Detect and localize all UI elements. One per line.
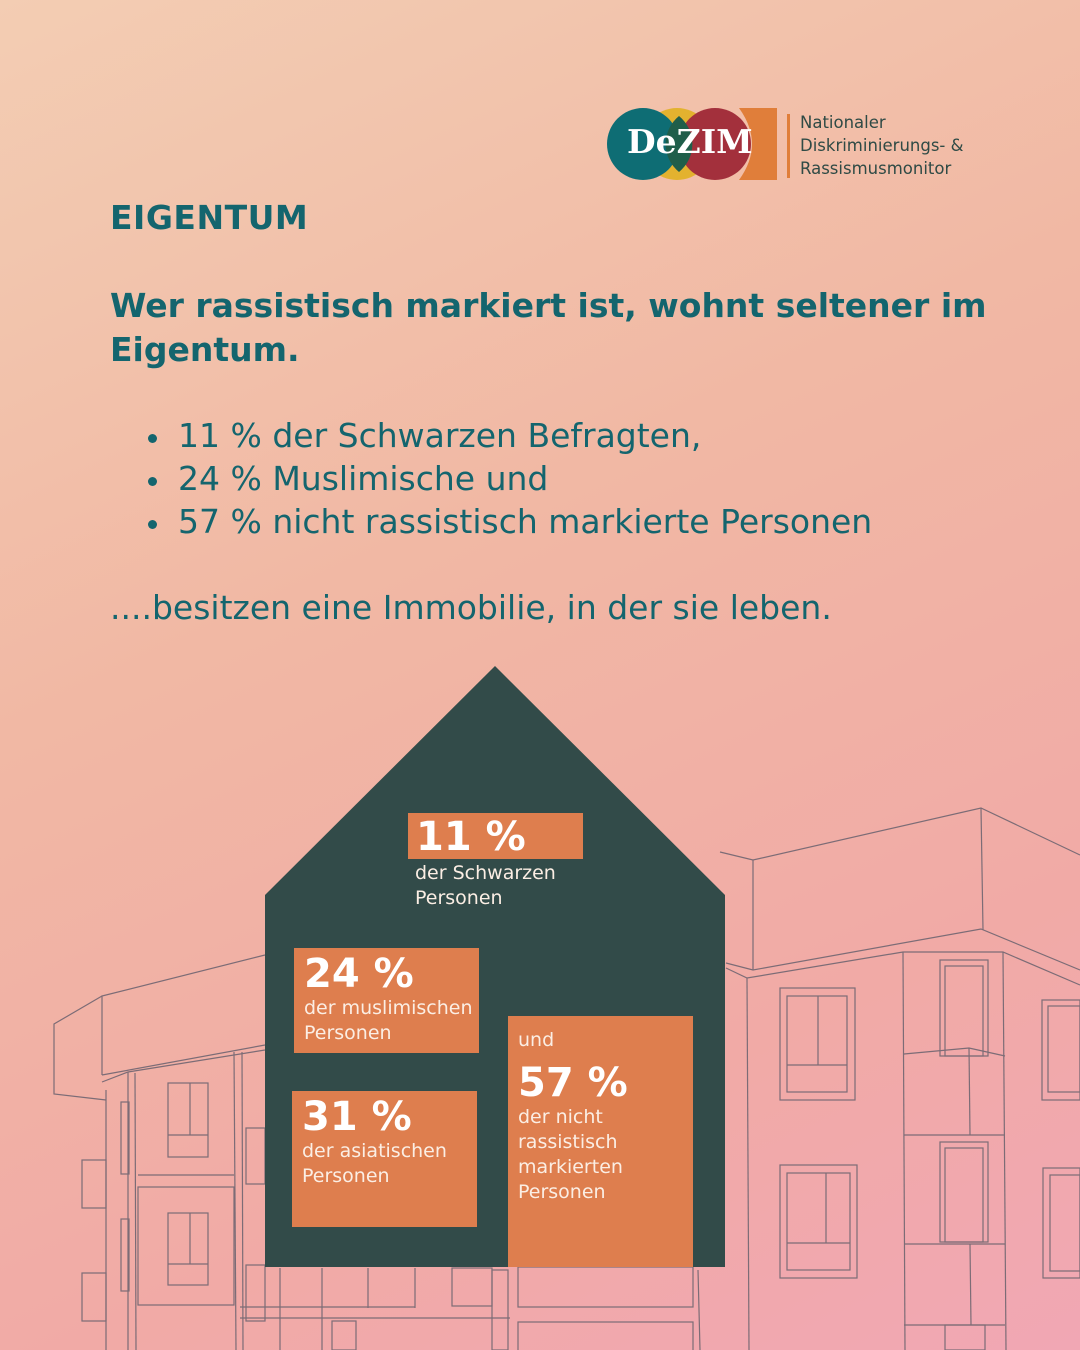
stat-desc-line: Personen [304, 1022, 392, 1044]
logo-divider [787, 114, 790, 178]
logo-circles-icon [607, 108, 777, 180]
bullet-text: 24 % Muslimische und [178, 459, 549, 498]
stat-box-not-racialized: und 57 % der nicht rassistisch markierte… [508, 1016, 693, 1267]
logo-line: Rassismusmonitor [800, 159, 952, 178]
stat-description: der nicht rassistisch markierten Persone… [518, 1105, 628, 1205]
stat-desc-line: rassistisch [518, 1131, 618, 1153]
logo-line: Diskriminierungs- & [800, 136, 964, 155]
stat-value: 57 % [518, 1060, 628, 1106]
bullet-item: 24 % Muslimische und [148, 457, 872, 500]
stat-desc-line: Personen [518, 1181, 606, 1203]
stat-value: 24 % [304, 951, 414, 997]
stat-description: der asiatischen Personen [302, 1139, 447, 1189]
stat-prefix: und [518, 1029, 555, 1051]
stat-desc-line: der Schwarzen [415, 862, 556, 884]
logo-text: Nationaler Diskriminierungs- & Rassismus… [800, 111, 964, 180]
bullet-dot-icon [148, 520, 157, 529]
section-kicker: EIGENTUM [110, 198, 309, 237]
headline: Wer rassistisch markiert ist, wohnt selt… [110, 286, 987, 369]
stat-desc-line: der nicht [518, 1106, 603, 1128]
stat-value: 11 % [416, 814, 526, 860]
stat-desc-line: der muslimischen [304, 997, 473, 1019]
logo-wordmark: DeZIM [627, 122, 753, 161]
dezim-logo: DeZIM Nationaler Diskriminierungs- & Ras… [605, 106, 985, 182]
bullet-text: 57 % nicht rassistisch markierte Persone… [178, 502, 873, 541]
bullet-text: 11 % der Schwarzen Befragten, [178, 416, 702, 455]
stat-description: der Schwarzen Personen [415, 861, 556, 911]
stat-box-black: 11 % [408, 813, 583, 859]
bullet-list: 11 % der Schwarzen Befragten, 24 % Musli… [148, 414, 872, 543]
logo-line: Nationaler [800, 113, 886, 132]
stat-desc-line: Personen [415, 887, 503, 909]
stat-description: der muslimischen Personen [304, 996, 473, 1046]
stat-box-asian: 31 % der asiatischen Personen [292, 1091, 477, 1227]
stat-value: 31 % [302, 1094, 412, 1140]
stat-desc-line: Personen [302, 1165, 390, 1187]
stat-desc-line: markierten [518, 1156, 623, 1178]
stat-box-muslim: 24 % der muslimischen Personen [294, 948, 479, 1053]
bullet-item: 11 % der Schwarzen Befragten, [148, 414, 872, 457]
bullet-dot-icon [148, 477, 157, 486]
bullet-item: 57 % nicht rassistisch markierte Persone… [148, 500, 872, 543]
closing-text: ....besitzen eine Immobilie, in der sie … [110, 588, 832, 627]
stat-desc-line: der asiatischen [302, 1140, 447, 1162]
bullet-dot-icon [148, 434, 157, 443]
